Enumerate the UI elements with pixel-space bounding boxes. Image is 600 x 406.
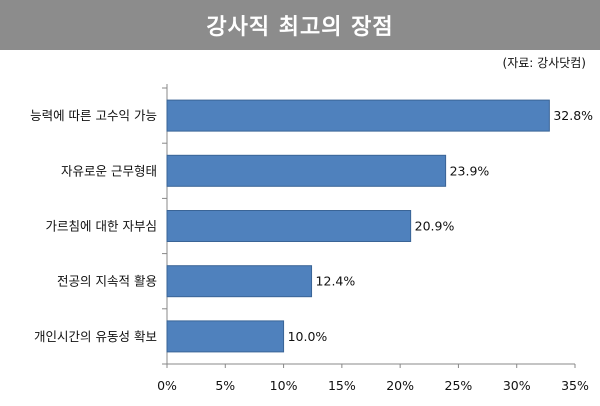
x-tick-label: 20%	[386, 378, 414, 393]
value-label: 20.9%	[415, 219, 455, 234]
category-label: 개인시간의 유동성 확보	[34, 329, 157, 344]
value-label: 23.9%	[450, 163, 490, 178]
category-label: 능력에 따른 고수익 가능	[30, 108, 157, 123]
x-tick-label: 35%	[561, 378, 589, 393]
x-tick-label: 15%	[328, 378, 356, 393]
x-tick-label: 30%	[503, 378, 531, 393]
x-tick-label: 0%	[157, 378, 177, 393]
chart-title: 강사직 최고의 장점	[0, 0, 600, 50]
category-label: 전공의 지속적 활용	[57, 274, 157, 289]
source-note: (자료: 강사닷컴)	[502, 56, 586, 70]
value-label: 10.0%	[288, 329, 328, 344]
bar	[166, 265, 313, 298]
value-label: 12.4%	[316, 274, 356, 289]
bar	[166, 154, 447, 187]
x-tick-label: 5%	[215, 378, 235, 393]
x-tick-label: 10%	[270, 378, 298, 393]
bar	[166, 99, 550, 132]
value-label: 32.8%	[553, 108, 593, 123]
x-tick-label: 25%	[445, 378, 473, 393]
category-label: 자유로운 근무형태	[61, 163, 157, 178]
category-label: 가르침에 대한 자부심	[46, 219, 157, 234]
bar	[166, 210, 412, 242]
bar	[166, 320, 285, 353]
